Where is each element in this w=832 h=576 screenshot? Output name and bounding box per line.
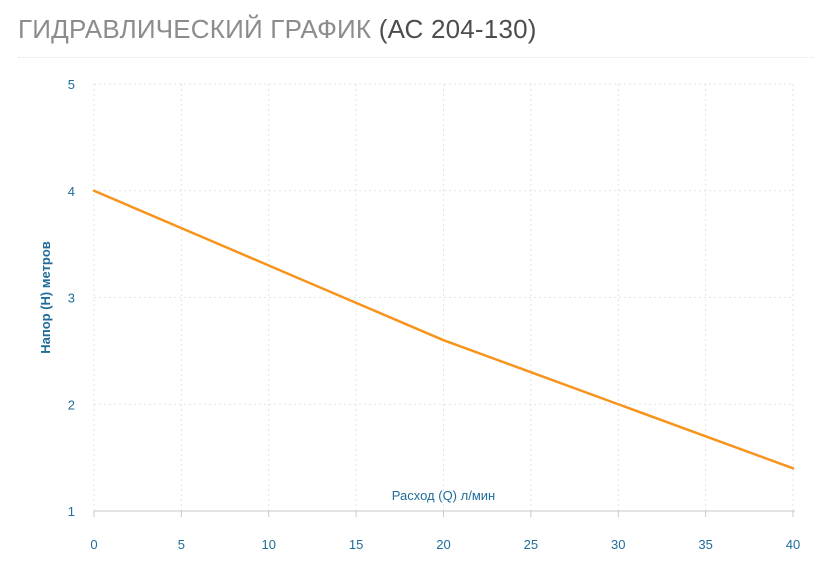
title-divider bbox=[18, 57, 814, 58]
title-model: (АС 204-130) bbox=[378, 14, 537, 44]
page-title: ГИДРАВЛИЧЕСКИЙ ГРАФИК (АС 204-130) bbox=[18, 12, 537, 46]
grid-lines bbox=[94, 83, 794, 511]
x-tick-label: 40 bbox=[786, 537, 800, 552]
x-axis-title: Расход (Q) л/мин bbox=[392, 488, 495, 503]
x-tick-label: 30 bbox=[611, 537, 625, 552]
title-main: ГИДРАВЛИЧЕСКИЙ ГРАФИК bbox=[18, 14, 372, 44]
y-axis-title: Напор (H) метров bbox=[38, 241, 53, 354]
x-tick-labels: 0 5 10 15 20 25 30 35 40 bbox=[90, 511, 800, 552]
axes bbox=[93, 84, 795, 512]
x-tick-label: 10 bbox=[262, 537, 276, 552]
y-tick-label: 4 bbox=[68, 184, 75, 199]
x-tick-label: 25 bbox=[524, 537, 538, 552]
y-tick-label: 1 bbox=[68, 504, 75, 519]
x-tick-label: 5 bbox=[178, 537, 185, 552]
x-tick-label: 15 bbox=[349, 537, 363, 552]
y-tick-labels: 1 2 3 4 5 bbox=[68, 77, 75, 519]
x-tick-label: 0 bbox=[90, 537, 97, 552]
series-line bbox=[92, 189, 795, 470]
y-tick-label: 2 bbox=[68, 397, 75, 412]
y-tick-label: 3 bbox=[68, 291, 75, 306]
x-tick-label: 35 bbox=[698, 537, 712, 552]
series-group bbox=[92, 189, 795, 470]
x-tick-label: 20 bbox=[436, 537, 450, 552]
y-tick-label: 5 bbox=[68, 77, 75, 92]
